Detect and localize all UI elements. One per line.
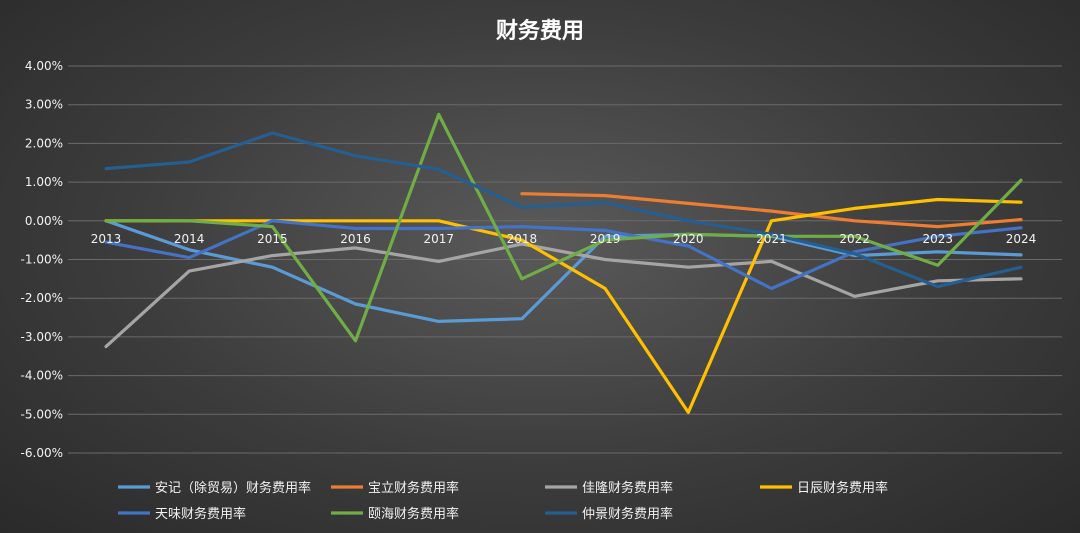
series-line [104, 219, 1023, 323]
x-tick-label: 2013 [91, 232, 122, 246]
x-tick-label: 2020 [673, 232, 704, 246]
y-tick-label: -3.00% [21, 330, 63, 344]
x-tick-label: 2016 [340, 232, 371, 246]
x-axis-tick-labels: 2013 2014 2015 2016 2017 2018 2019 2020 2021 2022… [91, 232, 1037, 246]
y-axis-tick-labels: 4.00% 3.00% 2.00% 1.00% 0.00% -1.00% -2.00% -3.… [21, 59, 63, 460]
y-tick-label: 0.00% [25, 214, 63, 228]
x-tick-label: 2022 [839, 232, 870, 246]
series-line [104, 197, 1023, 414]
x-tick-label: 2015 [257, 232, 288, 246]
legend-label: 仲景财务费用率 [582, 506, 673, 522]
y-tick-label: -5.00% [21, 407, 63, 421]
x-tick-label: 2017 [423, 232, 454, 246]
y-tick-label: 3.00% [25, 98, 63, 112]
chart-title: 财务费用 [496, 19, 584, 44]
x-tick-label: 2024 [1006, 232, 1037, 246]
x-tick-label: 2019 [590, 232, 621, 246]
legend-label: 日辰财务费用率 [797, 480, 888, 496]
series-lines [104, 112, 1023, 414]
legend-label: 宝立财务费用率 [368, 480, 459, 496]
x-tick-label: 2021 [756, 232, 787, 246]
y-tick-label: -2.00% [21, 291, 63, 305]
legend-label: 天味财务费用率 [155, 506, 246, 522]
y-tick-label: 2.00% [25, 136, 63, 150]
y-tick-label: 4.00% [25, 59, 63, 73]
series-line [104, 131, 1023, 289]
y-tick-label: -4.00% [21, 369, 63, 383]
x-tick-label: 2014 [174, 232, 205, 246]
x-tick-label: 2023 [923, 232, 954, 246]
y-tick-label: 1.00% [25, 175, 63, 189]
series-line [104, 242, 1023, 349]
x-tick-label: 2018 [507, 232, 538, 246]
y-tick-label: -1.00% [21, 253, 63, 267]
y-tick-label: -6.00% [21, 446, 63, 460]
legend-label: 佳隆财务费用率 [582, 480, 673, 496]
legend-label: 安记（除贸易）财务费用率 [155, 480, 311, 496]
legend-label: 颐海财务费用率 [368, 506, 459, 522]
series-line [520, 192, 1023, 229]
series-line [104, 112, 1023, 343]
legend: 安记（除贸易）财务费用率 宝立财务费用率 佳隆财务费用率 日辰财务费用率天味财务费用率… [118, 480, 888, 522]
